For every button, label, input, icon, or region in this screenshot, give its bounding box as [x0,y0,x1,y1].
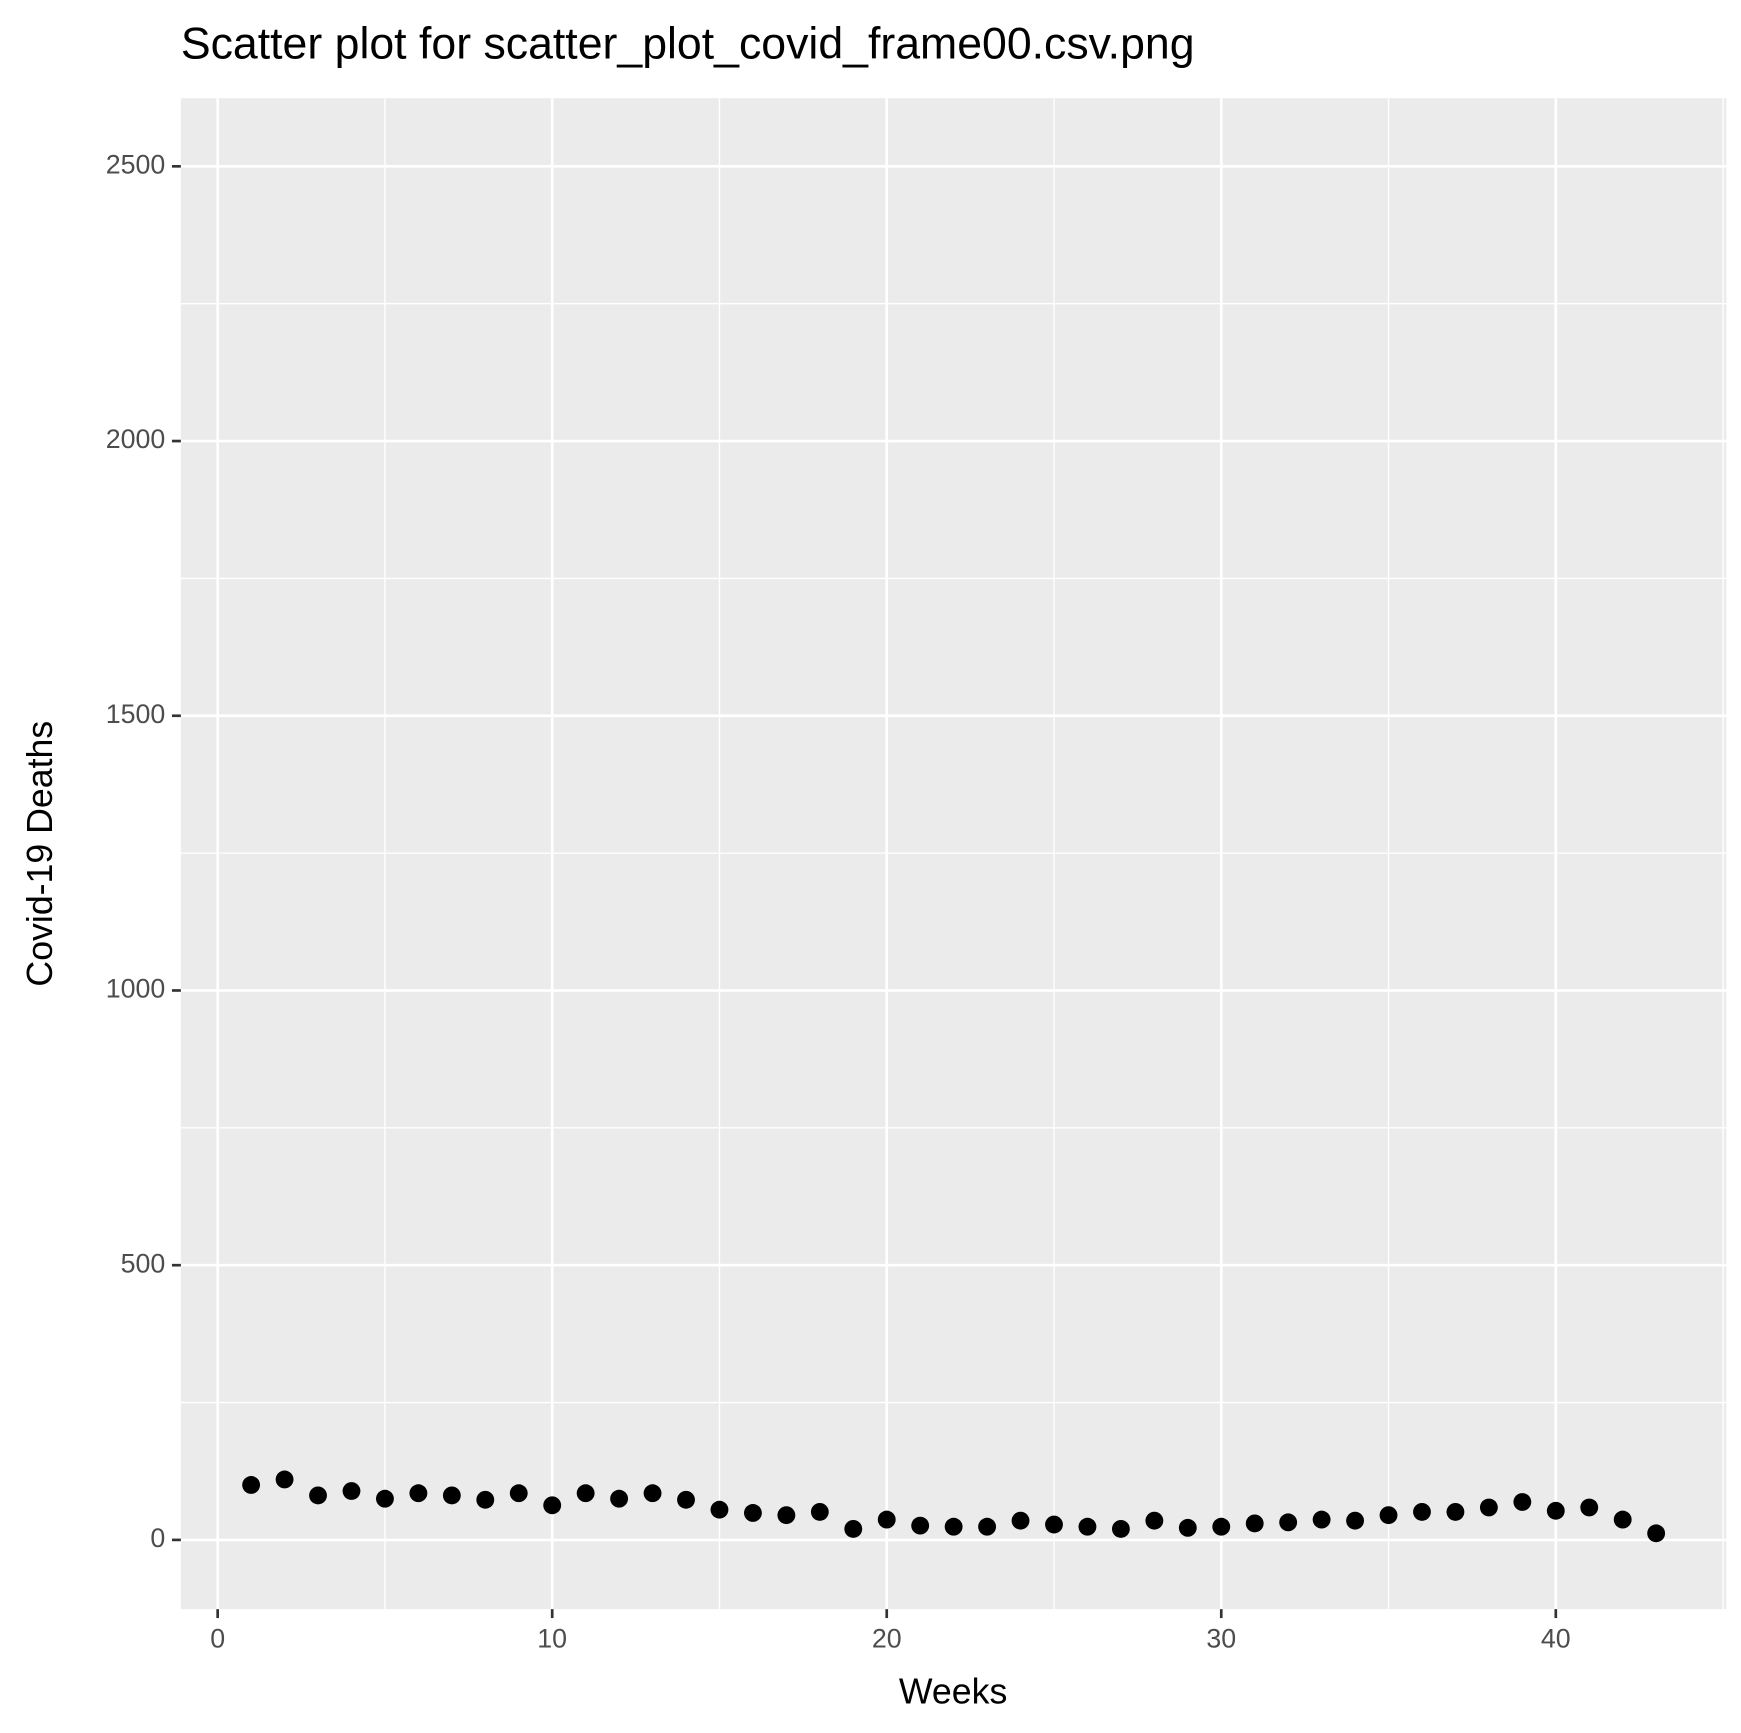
point [1413,1502,1431,1521]
point [309,1486,327,1505]
point [810,1502,829,1521]
chart-title: Scatter plot for scatter_plot_covid_fram… [181,20,1195,69]
point [844,1519,863,1538]
y-tick-label: 1000 [106,974,166,1004]
point [342,1482,361,1500]
point [1346,1511,1364,1530]
point [1279,1513,1298,1532]
point [1312,1510,1331,1529]
point [677,1490,695,1509]
point [275,1470,294,1489]
point [1379,1506,1398,1525]
point [1111,1519,1130,1538]
point [944,1517,963,1536]
point [442,1486,461,1505]
x-tick-label: 0 [210,1623,225,1653]
y-tick-label: 2000 [106,424,166,454]
point [509,1484,528,1503]
point [1245,1514,1264,1533]
point [376,1489,394,1508]
x-tick-label: 40 [1541,1623,1571,1653]
point [1613,1510,1632,1529]
point [610,1489,629,1508]
point [877,1510,896,1529]
point [543,1496,562,1515]
point [978,1517,997,1536]
point [1011,1511,1030,1530]
point [1045,1515,1063,1534]
point [1446,1502,1465,1521]
point [576,1484,595,1503]
point [1479,1498,1498,1517]
point [409,1484,428,1503]
point [1212,1517,1231,1536]
point [1647,1524,1666,1543]
point [1546,1501,1565,1520]
y-tick-label: 500 [121,1248,166,1278]
x-tick-label: 10 [537,1623,567,1653]
point [743,1504,762,1522]
x-tick-label: 20 [872,1623,902,1653]
point [1513,1493,1532,1511]
point [911,1516,930,1535]
point [643,1484,662,1503]
point [710,1500,729,1519]
point [1078,1517,1097,1536]
x-tick-label: 30 [1206,1623,1236,1653]
y-tick-label: 0 [150,1523,165,1553]
point [476,1490,495,1509]
y-tick-label: 2500 [106,149,166,179]
point [1580,1498,1599,1517]
point [777,1506,796,1525]
x-axis-title: Weeks [899,1671,1007,1711]
point [1145,1511,1164,1530]
point [1178,1518,1197,1537]
point [242,1476,261,1494]
y-tick-label: 1500 [106,699,166,729]
y-axis-title: Covid-19 Deaths [20,721,60,987]
